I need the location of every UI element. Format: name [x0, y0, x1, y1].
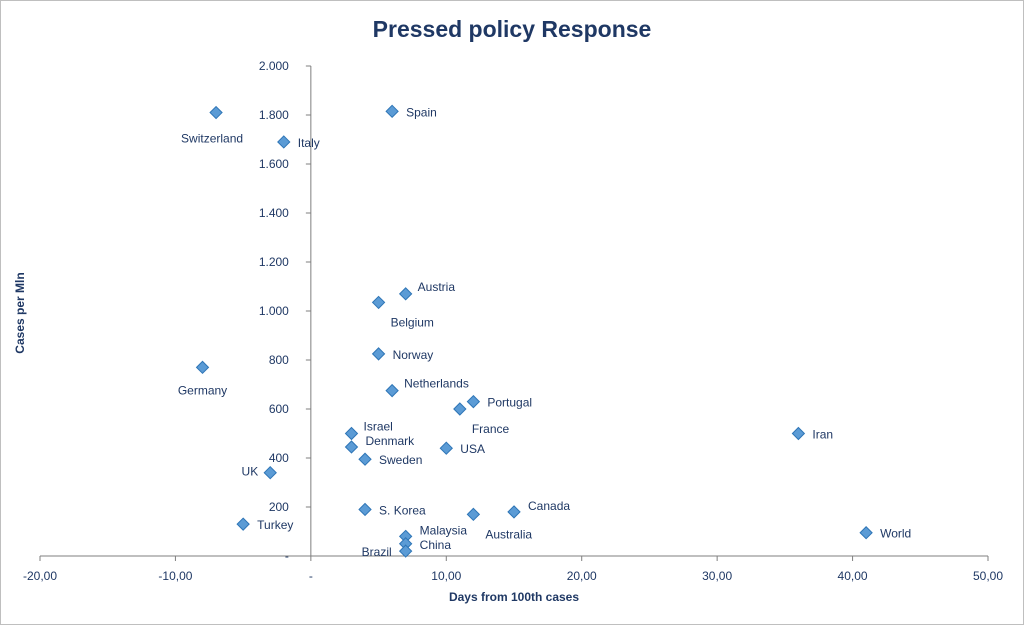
data-point-label: Norway — [393, 348, 434, 362]
data-point-label: S. Korea — [379, 503, 426, 517]
x-tick-label: 40,00 — [838, 569, 868, 583]
data-point-marker — [453, 402, 467, 416]
data-point-marker — [371, 295, 386, 310]
data-point-label: France — [472, 422, 510, 436]
data-point-label: Australia — [485, 527, 532, 541]
data-point-marker — [439, 441, 453, 455]
data-point-label: Spain — [406, 105, 437, 119]
chart-title: Pressed policy Response — [372, 16, 652, 42]
data-point-label: Denmark — [365, 434, 415, 448]
y-tick-label: - — [285, 549, 289, 563]
data-point-label: Canada — [528, 499, 570, 513]
data-point-marker — [859, 526, 873, 540]
data-point-label: Iran — [812, 428, 833, 442]
y-tick-label: 1.600 — [259, 157, 289, 171]
data-point-marker — [358, 502, 372, 517]
y-tick-label: 1.800 — [259, 108, 289, 122]
y-tick-label: 1.000 — [259, 304, 289, 318]
x-tick-label: - — [309, 569, 313, 583]
data-point-label: USA — [460, 442, 485, 456]
data-point-marker — [277, 135, 291, 149]
data-point-label: China — [420, 538, 452, 552]
data-point-label: Italy — [298, 136, 320, 150]
y-tick-label: 1.400 — [259, 206, 289, 220]
data-point-label: Brazil — [362, 545, 392, 559]
points: Switzerland Italy Spain Austria Belgium Norwa… — [178, 104, 911, 559]
data-point-marker — [263, 465, 277, 480]
y-tick-label: 400 — [269, 451, 289, 465]
x-tick-label: -20,00 — [23, 569, 57, 583]
data-point-label: Netherlands — [404, 377, 469, 391]
x-axis-label: Days from 100th cases — [448, 590, 580, 604]
data-point-label: Belgium — [391, 315, 434, 329]
x-tick-label: -10,00 — [158, 569, 192, 583]
data-point-marker — [344, 426, 359, 441]
data-point-marker — [791, 426, 806, 441]
x-tick-label: 30,00 — [702, 569, 732, 583]
data-point-marker — [466, 394, 481, 409]
data-point-label: UK — [242, 465, 259, 479]
x-tick-label: 10,00 — [431, 569, 461, 583]
y-tick-label: 600 — [269, 402, 289, 416]
data-point-label: Portugal — [487, 396, 532, 410]
x-tick-label: 20,00 — [567, 569, 597, 583]
y-tick-label: 800 — [269, 353, 289, 367]
x-tick-label: 50,00 — [973, 569, 1003, 583]
data-point-marker — [398, 287, 413, 301]
data-point-marker — [344, 440, 359, 454]
data-point-marker — [195, 360, 210, 375]
data-point-marker — [398, 544, 413, 558]
x-ticks: -20,00 -10,00-10,00 20,00 30,00 40,00 50,00 — [23, 556, 1003, 583]
y-tick-label: 200 — [269, 500, 289, 514]
data-point-marker — [209, 105, 223, 120]
data-point-label: Israel — [363, 420, 392, 434]
data-point-label: Malaysia — [420, 523, 468, 537]
data-point-marker — [236, 517, 250, 531]
data-point-label: Turkey — [257, 518, 293, 532]
data-point-marker — [385, 104, 399, 119]
y-tick-label: 2.000 — [259, 59, 289, 73]
data-point-marker — [507, 505, 521, 519]
data-point-marker — [466, 507, 481, 522]
data-point-label: Sweden — [379, 453, 422, 467]
data-point-marker — [385, 383, 399, 398]
data-point-label: Germany — [178, 383, 227, 397]
data-point-label: World — [880, 527, 911, 541]
data-point-marker — [358, 452, 372, 466]
data-point-marker — [371, 347, 386, 361]
y-tick-label: 1.200 — [259, 255, 289, 269]
data-point-label: Switzerland — [181, 132, 243, 146]
data-point-label: Austria — [418, 280, 456, 294]
y-ticks: - 200 400 600 800 1.000 1.200 1.400 1.600 1.800 2.… — [259, 59, 311, 563]
